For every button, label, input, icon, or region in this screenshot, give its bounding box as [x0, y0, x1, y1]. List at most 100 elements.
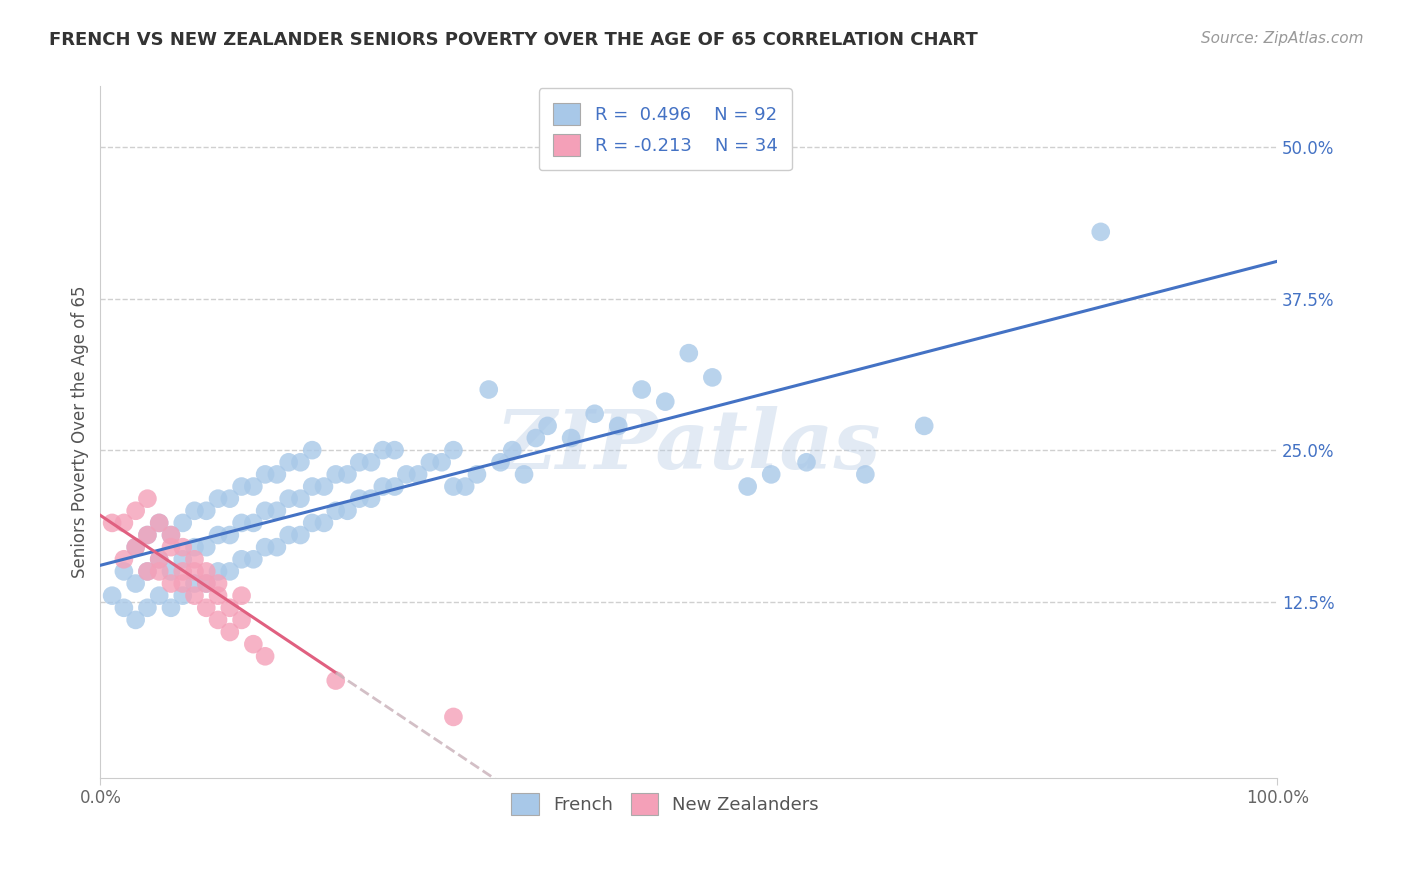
Point — [242, 552, 264, 566]
Point — [454, 479, 477, 493]
Point — [183, 540, 205, 554]
Point — [101, 516, 124, 530]
Point — [853, 467, 876, 482]
Point — [207, 613, 229, 627]
Point — [301, 479, 323, 493]
Point — [136, 565, 159, 579]
Point — [301, 443, 323, 458]
Point — [536, 418, 558, 433]
Point — [761, 467, 783, 482]
Point — [218, 491, 240, 506]
Point — [254, 504, 277, 518]
Point — [430, 455, 453, 469]
Point — [112, 552, 135, 566]
Point — [654, 394, 676, 409]
Point — [160, 576, 183, 591]
Point — [160, 565, 183, 579]
Point — [101, 589, 124, 603]
Point — [254, 540, 277, 554]
Point — [195, 600, 218, 615]
Point — [124, 504, 146, 518]
Point — [160, 528, 183, 542]
Point — [678, 346, 700, 360]
Point — [290, 528, 312, 542]
Point — [419, 455, 441, 469]
Point — [465, 467, 488, 482]
Point — [242, 479, 264, 493]
Point — [325, 467, 347, 482]
Point — [441, 479, 464, 493]
Point — [277, 528, 299, 542]
Point — [406, 467, 429, 482]
Point — [231, 552, 253, 566]
Text: Source: ZipAtlas.com: Source: ZipAtlas.com — [1201, 31, 1364, 46]
Point — [478, 383, 501, 397]
Point — [136, 565, 159, 579]
Point — [360, 491, 382, 506]
Point — [124, 576, 146, 591]
Point — [148, 552, 170, 566]
Point — [796, 455, 818, 469]
Point — [124, 613, 146, 627]
Point — [218, 528, 240, 542]
Point — [195, 540, 218, 554]
Point — [231, 613, 253, 627]
Point — [172, 589, 194, 603]
Point — [630, 383, 652, 397]
Point — [183, 589, 205, 603]
Point — [349, 491, 371, 506]
Point — [136, 600, 159, 615]
Point — [277, 455, 299, 469]
Point — [501, 443, 523, 458]
Point — [136, 491, 159, 506]
Point — [702, 370, 724, 384]
Point — [112, 600, 135, 615]
Y-axis label: Seniors Poverty Over the Age of 65: Seniors Poverty Over the Age of 65 — [72, 285, 89, 578]
Point — [172, 516, 194, 530]
Point — [160, 540, 183, 554]
Point — [160, 600, 183, 615]
Point — [489, 455, 512, 469]
Point — [325, 673, 347, 688]
Point — [371, 479, 394, 493]
Point — [148, 565, 170, 579]
Point — [148, 516, 170, 530]
Point — [242, 516, 264, 530]
Point — [207, 576, 229, 591]
Point — [195, 504, 218, 518]
Point — [207, 491, 229, 506]
Point — [172, 552, 194, 566]
Point — [441, 443, 464, 458]
Point — [195, 576, 218, 591]
Point — [207, 528, 229, 542]
Point — [172, 576, 194, 591]
Point — [290, 455, 312, 469]
Point — [912, 418, 935, 433]
Point — [312, 479, 335, 493]
Point — [277, 491, 299, 506]
Point — [218, 625, 240, 640]
Text: ZIPatlas: ZIPatlas — [496, 406, 882, 486]
Point — [136, 528, 159, 542]
Point — [172, 565, 194, 579]
Point — [583, 407, 606, 421]
Point — [183, 552, 205, 566]
Point — [218, 600, 240, 615]
Point — [242, 637, 264, 651]
Point — [325, 504, 347, 518]
Point — [218, 565, 240, 579]
Point — [124, 540, 146, 554]
Point — [441, 710, 464, 724]
Point — [254, 467, 277, 482]
Point — [384, 479, 406, 493]
Point — [231, 516, 253, 530]
Point — [266, 540, 288, 554]
Point — [148, 516, 170, 530]
Point — [254, 649, 277, 664]
Point — [207, 565, 229, 579]
Point — [1090, 225, 1112, 239]
Point — [371, 443, 394, 458]
Point — [136, 528, 159, 542]
Point — [312, 516, 335, 530]
Point — [183, 504, 205, 518]
